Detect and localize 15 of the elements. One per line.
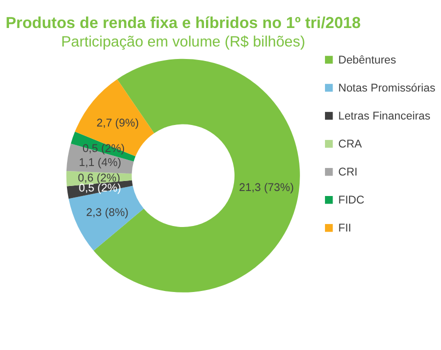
legend-label: FII [338,222,352,235]
legend-label: FIDC [338,194,364,207]
data-label: 21,3 (73%) [239,182,294,194]
data-label: 2,3 (8%) [86,206,129,219]
data-label: 1,1 (4%) [78,157,122,170]
legend-label: Debêntures [338,54,397,66]
donut-slice [74,79,154,156]
data-label: 2,7 (9%) [96,118,140,130]
data-label: 0,6 (2%) [78,172,121,185]
chart-title: Produtos de renda fixa e híbridos no 1º tri/2018 [6,15,361,32]
legend-label: CRI [338,166,358,179]
legend-label: Notas Promissórias [338,82,436,95]
legend-label: Letras Financeiras [338,110,431,123]
legend-label: CRA [338,138,362,151]
chart-subtitle: Participação em volume (R$ bilhões) [61,34,306,51]
